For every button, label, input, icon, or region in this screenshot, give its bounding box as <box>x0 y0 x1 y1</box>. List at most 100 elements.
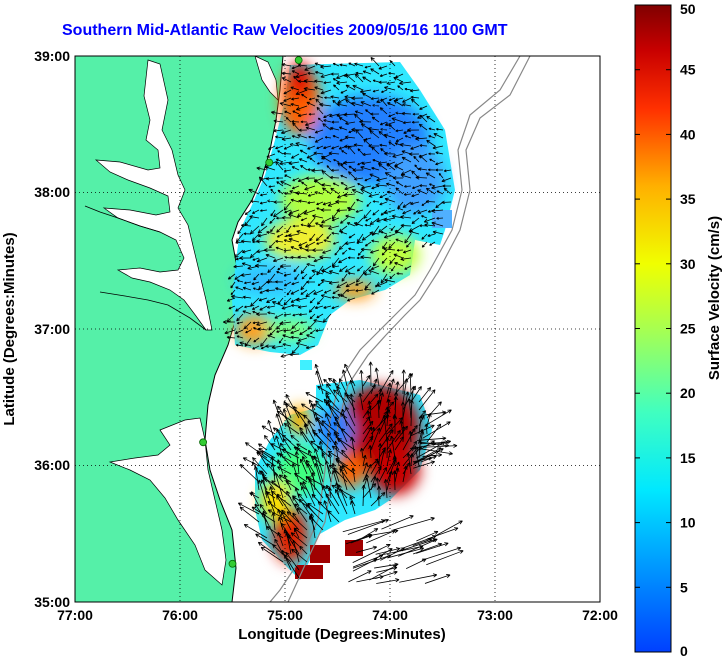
velocity-arrow <box>313 151 324 155</box>
velocity-arrow <box>395 137 404 142</box>
velocity-arrow <box>256 321 268 326</box>
velocity-arrow <box>422 421 451 439</box>
velocity-arrow <box>298 158 308 163</box>
velocity-arrow <box>333 431 340 443</box>
velocity-arrow <box>315 370 324 395</box>
velocity-arrow <box>291 97 300 101</box>
colorbar-label: Surface Velocity (cm/s) <box>706 216 723 380</box>
velocity-arrow <box>230 294 244 299</box>
velocity-arrow <box>273 128 284 133</box>
velocity-arrow <box>423 217 436 223</box>
velocity-arrow <box>385 436 390 459</box>
velocity-arrow <box>369 130 380 139</box>
velocity-arrow <box>364 177 372 182</box>
velocity-arrow <box>276 181 284 187</box>
velocity-arrow <box>328 151 340 156</box>
velocity-arrow <box>296 507 308 523</box>
velocity-arrow <box>300 281 308 291</box>
velocity-arrow <box>312 248 324 253</box>
velocity-arrow <box>276 216 284 220</box>
velocity-arrow <box>360 188 372 195</box>
velocity-arrow <box>351 127 364 132</box>
velocity-arrow <box>402 465 408 483</box>
velocity-arrow <box>376 281 388 287</box>
velocity-arrow <box>362 384 376 403</box>
velocity-arrow <box>321 217 332 224</box>
velocity-arrow <box>242 310 252 315</box>
velocity-arrow <box>242 286 252 291</box>
velocity-arrow <box>341 369 348 387</box>
colorbar-gradient <box>634 4 672 653</box>
velocity-arrow <box>308 273 316 280</box>
velocity-arrow <box>352 84 364 91</box>
velocity-arrow <box>379 201 388 206</box>
velocity-arrow <box>350 500 356 515</box>
velocity-arrow <box>226 297 236 302</box>
x-tick-label: 76:00 <box>162 607 198 623</box>
velocity-arrow <box>362 420 374 435</box>
velocity-arrow <box>372 79 380 83</box>
velocity-arrow <box>243 281 252 285</box>
velocity-arrow <box>378 65 388 70</box>
velocity-arrow <box>402 97 412 103</box>
velocity-arrow <box>317 117 324 123</box>
velocity-arrow <box>327 510 340 523</box>
velocity-arrow <box>315 329 324 333</box>
velocity-arrow <box>369 173 380 179</box>
velocity-arrow <box>376 400 381 419</box>
y-tick-label: 36:00 <box>34 457 70 473</box>
velocity-arrow <box>290 198 300 203</box>
velocity-arrow <box>276 493 292 515</box>
velocity-arrow <box>342 160 356 165</box>
velocity-arrow <box>301 273 308 280</box>
velocity-arrow <box>270 443 284 451</box>
velocity-arrow <box>328 225 340 230</box>
velocity-arrow <box>252 257 260 261</box>
velocity-arrow <box>285 551 300 571</box>
velocity-arrow <box>338 378 348 395</box>
velocity-arrow <box>363 138 372 147</box>
velocity-arrow <box>273 209 284 218</box>
velocity-arrow <box>435 168 444 172</box>
velocity-arrow <box>371 289 380 295</box>
velocity-arrow <box>275 158 284 163</box>
velocity-arrow <box>257 233 268 238</box>
velocity-arrow <box>324 136 332 139</box>
velocity-arrow <box>402 103 412 107</box>
velocity-arrow <box>277 531 284 547</box>
velocity-arrow <box>284 256 292 259</box>
velocity-arrow <box>305 459 316 475</box>
velocity-arrow <box>424 574 451 584</box>
velocity-arrow <box>336 281 348 288</box>
velocity-arrow <box>243 524 268 539</box>
velocity-arrow <box>417 436 447 441</box>
velocity-arrow <box>332 241 340 245</box>
velocity-arrow <box>251 281 260 286</box>
velocity-arrow <box>274 538 284 555</box>
velocity-arrow <box>432 145 444 150</box>
velocity-arrow <box>356 265 364 272</box>
velocity-arrow <box>328 377 340 387</box>
velocity-arrow <box>311 269 324 275</box>
velocity-arrow <box>418 387 432 403</box>
velocity-arrow <box>297 134 308 139</box>
velocity-arrow <box>309 233 316 242</box>
velocity-arrow <box>346 297 356 302</box>
velocity-arrow <box>346 222 356 227</box>
velocity-arrow <box>268 241 276 249</box>
velocity-arrow <box>283 89 292 95</box>
x-tick-label: 74:00 <box>372 607 408 623</box>
colorbar-tick-label: 35 <box>680 191 696 207</box>
velocity-arrow <box>383 209 396 215</box>
velocity-arrow <box>316 95 324 99</box>
velocity-arrow <box>323 119 332 123</box>
velocity-arrow <box>313 179 324 187</box>
velocity-arrow <box>273 200 284 204</box>
velocity-arrow <box>395 238 404 243</box>
velocity-arrow <box>402 378 409 403</box>
velocity-arrow <box>398 538 438 557</box>
velocity-arrow <box>261 425 276 435</box>
velocity-arrow <box>364 223 372 227</box>
velocity-arrow <box>321 420 340 435</box>
